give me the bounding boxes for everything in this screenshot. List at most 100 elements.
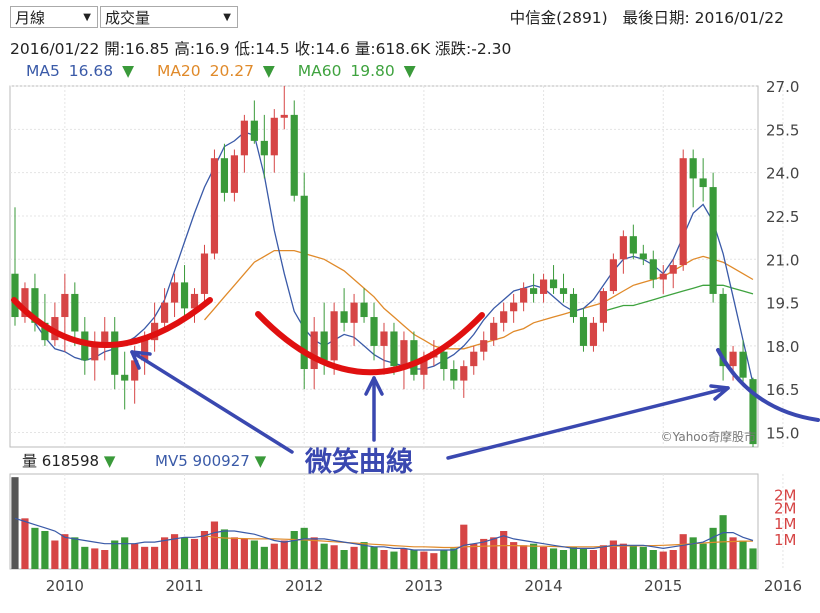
price-tick-label: 25.5 bbox=[766, 121, 799, 139]
candle-body bbox=[649, 259, 657, 280]
indicator-select-value: 成交量 bbox=[105, 9, 151, 27]
volume-bar bbox=[21, 518, 29, 569]
volume-bar bbox=[450, 548, 458, 569]
ma20-label: MA20 bbox=[156, 62, 201, 80]
volume-bar bbox=[310, 537, 318, 569]
candle-body bbox=[400, 340, 408, 367]
period-select-value: 月線 bbox=[15, 9, 46, 27]
candle-body bbox=[749, 379, 757, 445]
volume-bar bbox=[141, 546, 149, 569]
volume-bar bbox=[360, 542, 368, 569]
arrow-line bbox=[130, 350, 294, 454]
quote-high: 高:16.9 bbox=[174, 40, 230, 58]
candle-body bbox=[180, 282, 189, 309]
volume-legend-vol: 量 618598 ▼ bbox=[22, 452, 116, 470]
volume-bar bbox=[51, 540, 59, 569]
candle-body bbox=[500, 311, 508, 323]
quote-close: 收:14.6 bbox=[294, 40, 350, 58]
volume-bar bbox=[91, 548, 99, 569]
ma5-legend: MA5 16.68 ▼ bbox=[26, 62, 143, 80]
mv5-value: 900927 bbox=[193, 452, 250, 470]
blue-curve bbox=[716, 348, 820, 422]
down-arrow-icon: ▼ bbox=[403, 62, 416, 80]
candle-body bbox=[589, 322, 598, 346]
candle-body bbox=[310, 331, 318, 370]
smile-curve-1 bbox=[11, 297, 213, 348]
dropdown-arrow-icon: ▼ bbox=[83, 12, 91, 23]
candle-body bbox=[609, 259, 617, 292]
volume-bar bbox=[380, 550, 388, 569]
quote-change: 漲跌:-2.30 bbox=[435, 40, 512, 58]
volume-bar bbox=[549, 548, 558, 569]
candle-body bbox=[450, 369, 458, 381]
volume-bar bbox=[200, 531, 209, 569]
candle-body bbox=[230, 155, 238, 193]
candle-body bbox=[300, 195, 308, 370]
volume-bar bbox=[709, 527, 717, 569]
quote-date: 2016/01/22 bbox=[10, 40, 100, 58]
volume-bar bbox=[370, 546, 378, 569]
year-tick-label: 2013 bbox=[405, 577, 443, 595]
last-date: 最後日期: 2016/01/22 bbox=[622, 9, 785, 27]
price-tick-label: 19.5 bbox=[766, 295, 799, 313]
volume-bar bbox=[689, 537, 697, 569]
volume-bar bbox=[729, 537, 737, 569]
volume-bar bbox=[41, 531, 49, 569]
volume-bar bbox=[559, 550, 568, 569]
period-select[interactable]: 月線 ▼ bbox=[10, 6, 98, 28]
candle-body bbox=[290, 114, 298, 196]
candle-body bbox=[280, 114, 288, 118]
candle-body bbox=[210, 158, 219, 254]
volume-bar bbox=[151, 546, 159, 569]
volume-bar bbox=[649, 550, 657, 569]
stock-header: 中信金(2891) 最後日期: 2016/01/22 bbox=[510, 6, 784, 28]
volume-bar bbox=[170, 534, 179, 569]
mv5-line bbox=[14, 517, 754, 551]
candle-body bbox=[131, 360, 139, 381]
volume-bar bbox=[220, 529, 229, 569]
annotation-label: 微笑曲線 bbox=[304, 446, 413, 478]
candle-body bbox=[490, 322, 498, 341]
candle-body bbox=[420, 357, 428, 375]
candle-body bbox=[410, 340, 418, 375]
quote-open: 開:16.85 bbox=[104, 40, 170, 58]
volume-bar bbox=[350, 546, 358, 569]
volume-bars bbox=[11, 477, 757, 569]
arrow-line bbox=[446, 386, 730, 460]
volume-tick-label: 2M bbox=[774, 499, 797, 517]
candle-body bbox=[141, 340, 149, 361]
quote-volume: 量:618.6K bbox=[354, 40, 431, 58]
candle-body bbox=[200, 253, 209, 294]
candle-body bbox=[71, 293, 79, 332]
volume-bar bbox=[230, 537, 238, 569]
volume-bar bbox=[61, 534, 69, 569]
candle-body bbox=[340, 311, 348, 323]
volume-bar bbox=[520, 545, 528, 569]
quote-low: 低:14.5 bbox=[234, 40, 290, 58]
chart-grid bbox=[9, 85, 784, 570]
volume-bar bbox=[101, 550, 109, 569]
volume-bar bbox=[300, 527, 308, 569]
candle-body bbox=[440, 351, 448, 370]
candle-body bbox=[470, 351, 478, 367]
ma20-value: 20.27 bbox=[209, 62, 254, 80]
volume-bar bbox=[131, 543, 139, 569]
candle-body bbox=[669, 265, 677, 274]
volume-bar bbox=[290, 531, 298, 569]
volume-bar bbox=[530, 543, 538, 569]
indicator-select[interactable]: 成交量 ▼ bbox=[100, 6, 238, 28]
candle-body bbox=[689, 158, 697, 179]
volume-bar bbox=[160, 537, 169, 569]
price-panel-frame bbox=[9, 85, 759, 448]
down-arrow-icon: ▼ bbox=[122, 62, 135, 80]
candle-body bbox=[170, 282, 179, 303]
volume-bar bbox=[121, 537, 129, 569]
volume-bar bbox=[180, 537, 189, 569]
candle-body bbox=[21, 288, 29, 318]
volume-bar bbox=[679, 534, 687, 569]
candle-body bbox=[599, 291, 608, 323]
volume-bar bbox=[111, 540, 119, 569]
volume-bar bbox=[659, 551, 667, 569]
volume-bar bbox=[390, 551, 398, 569]
candle-body bbox=[91, 345, 99, 361]
